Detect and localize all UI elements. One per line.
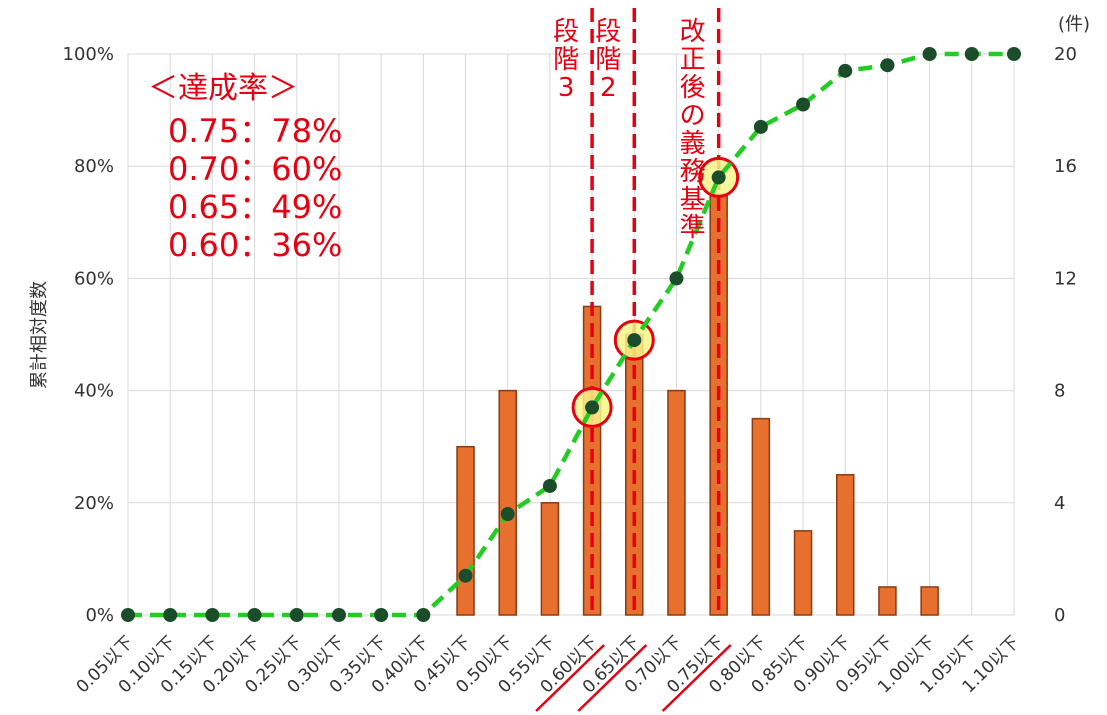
point-0.35以下: [374, 608, 389, 622]
achievement-row: 0.75：78%: [168, 112, 342, 150]
x-tick-underline-0.65以下: [577, 644, 648, 712]
achievement-row: 0.65：49%: [168, 188, 342, 226]
point-0.95以下: [880, 58, 895, 73]
y-axis-label: 累計相対度数: [29, 281, 50, 389]
point-0.05以下: [121, 608, 135, 622]
point-0.80以下: [753, 119, 768, 134]
point-1.10以下: [1007, 47, 1021, 61]
bar-0.70以下: [667, 389, 686, 616]
left-tick-label: 80%: [74, 156, 114, 177]
bar-0.80以下: [751, 417, 771, 616]
bar-0.55以下: [540, 502, 560, 616]
cumulative-line: [121, 47, 1021, 622]
bars: [456, 193, 939, 616]
left-tick-label: 60%: [74, 268, 114, 289]
bar-0.45以下: [456, 445, 475, 616]
x-tick-underline-0.75以下: [661, 644, 732, 712]
marker-label-char: 後: [680, 73, 706, 103]
achievement-title: ＜達成率＞: [148, 71, 298, 106]
bar-1.00以下: [920, 586, 939, 616]
point-0.75以下: [711, 170, 726, 185]
marker-label-char: 準: [680, 213, 706, 243]
marker-label-char: 段: [553, 17, 579, 47]
bar-0.95以下: [878, 586, 897, 616]
point-0.15以下: [205, 608, 220, 622]
right-tick-label: 12: [1054, 268, 1077, 289]
left-tick-label: 40%: [74, 381, 114, 402]
point-0.20以下: [247, 608, 262, 622]
left-tick-label: 20%: [74, 493, 114, 514]
marker-label-char: 階: [553, 45, 579, 75]
cumulative-line-path: [128, 51, 1014, 618]
point-1.05以下: [964, 47, 979, 61]
marker-label-char: 3: [558, 73, 575, 103]
marker-label-char: 階: [595, 45, 621, 75]
achievement-row: 0.70：60%: [168, 150, 342, 188]
marker-label-char: 正: [680, 45, 706, 75]
x-tick-underline-0.60以下: [535, 644, 605, 712]
point-0.55以下: [542, 478, 557, 493]
right-tick-label: 20: [1054, 44, 1077, 65]
right-tick-label: 0: [1054, 605, 1065, 626]
bar-0.85以下: [793, 530, 813, 616]
marker-label-char: 2: [600, 73, 617, 103]
bar-0.75以下: [709, 193, 728, 616]
point-0.65以下: [627, 333, 642, 348]
point-0.50以下: [500, 507, 515, 522]
marker-label-char: 段: [595, 17, 621, 47]
left-tick-label: 100%: [63, 44, 114, 65]
bar-0.50以下: [498, 389, 517, 616]
right-tick-label: 16: [1054, 156, 1077, 177]
point-0.90以下: [838, 63, 853, 78]
point-0.10以下: [163, 608, 178, 622]
marker-label-char: 務: [680, 157, 706, 187]
bar-0.90以下: [835, 474, 855, 616]
point-0.60以下: [585, 400, 600, 415]
point-0.25以下: [289, 608, 304, 622]
point-0.70以下: [669, 271, 684, 286]
marker-label-char: の: [680, 101, 706, 131]
point-1.00以下: [922, 47, 937, 61]
vertical-markers: [590, 8, 721, 615]
point-0.40以下: [416, 608, 431, 622]
right-tick-label: 4: [1054, 493, 1065, 514]
marker-label-char: 義: [680, 129, 706, 159]
right-tick-label: 8: [1054, 381, 1065, 402]
left-tick-label: 0%: [85, 605, 114, 626]
point-0.30以下: [331, 608, 346, 622]
point-0.45以下: [458, 568, 473, 583]
point-0.85以下: [796, 97, 811, 112]
annotations: 段階3段階2改正後の義務基準＜達成率＞0.75：78%0.70：60%0.65：…: [148, 17, 706, 264]
marker-label-char: 改: [680, 17, 706, 47]
marker-label-char: 基: [680, 185, 706, 215]
right-axis-unit: (件): [1058, 14, 1090, 35]
achievement-row: 0.60：36%: [168, 226, 342, 264]
